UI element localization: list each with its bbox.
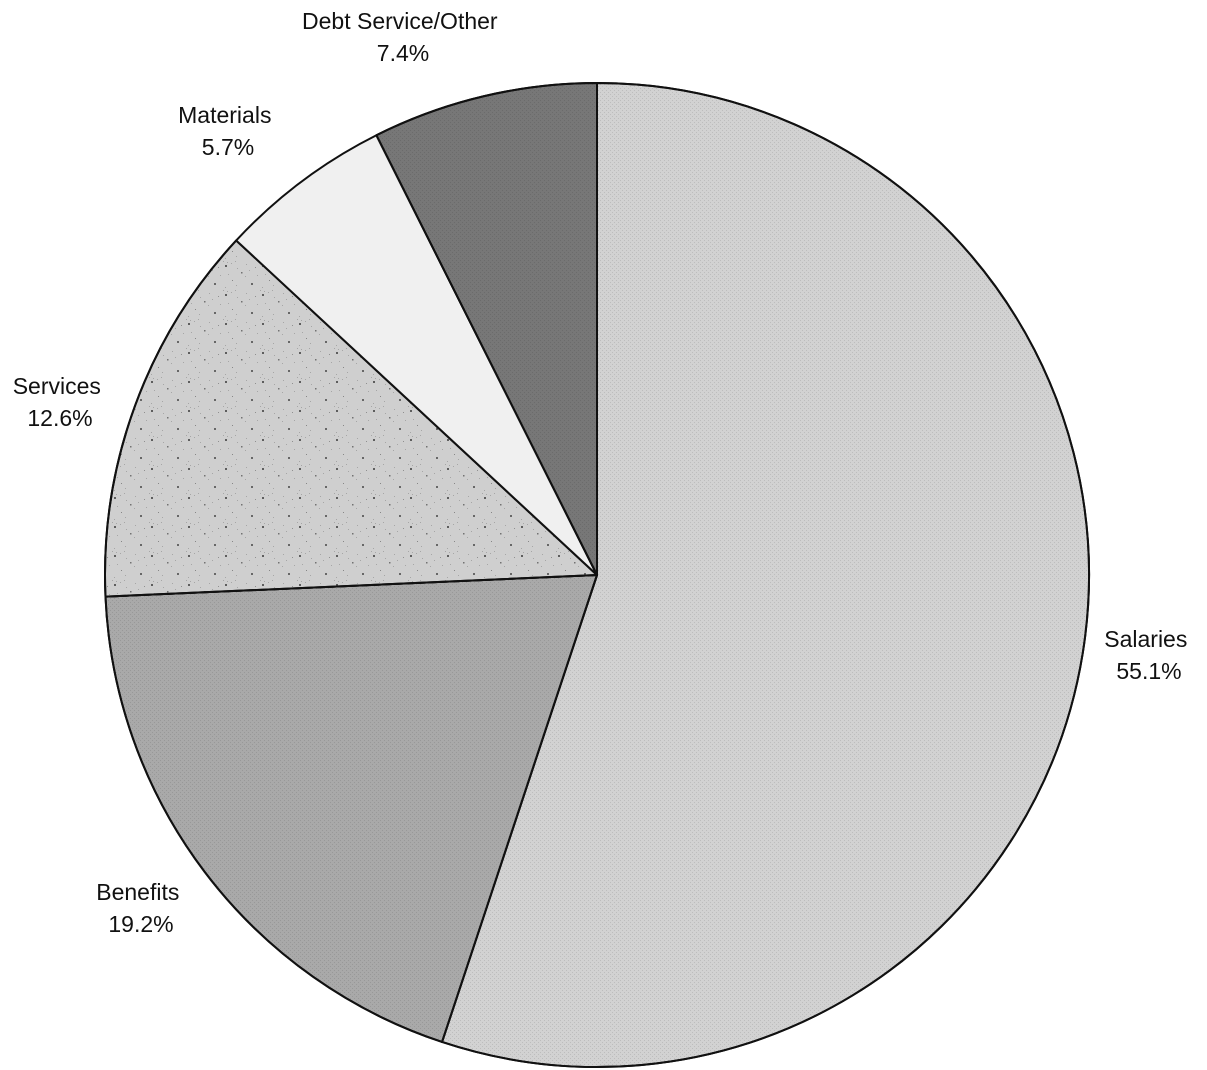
slice-percent-salaries: 55.1% (1116, 658, 1181, 684)
slice-name-materials: Materials (178, 102, 271, 128)
pie-slice-texture-benefits (104, 574, 598, 1043)
slice-label-benefits: Benefits 19.2% (96, 879, 186, 937)
slice-percent-debt-service-other: 7.4% (377, 40, 429, 66)
slice-label-salaries: Salaries 55.1% (1104, 626, 1194, 684)
pie-slices (104, 82, 1090, 1068)
slice-name-salaries: Salaries (1104, 626, 1187, 652)
pie-slice-texture-services (104, 239, 598, 598)
slice-name-benefits: Benefits (96, 879, 179, 905)
slice-label-debt-service-other: Debt Service/Other 7.4% (302, 8, 504, 66)
pie-slice-texture-salaries (441, 82, 1090, 1068)
pie-slice-texture-debt-service-other (375, 82, 598, 576)
slice-percent-services: 12.6% (27, 405, 92, 431)
pie-slice-materials (235, 134, 598, 576)
slice-name-services: Services (13, 373, 101, 399)
slice-label-services: Services 12.6% (13, 373, 108, 431)
slice-name-debt-service-other: Debt Service/Other (302, 8, 498, 34)
slice-percent-materials: 5.7% (202, 134, 254, 160)
pie-labels: Salaries 55.1% Benefits 19.2% Services 1… (13, 8, 1194, 937)
slice-label-materials: Materials 5.7% (178, 102, 278, 160)
slice-percent-benefits: 19.2% (108, 911, 173, 937)
